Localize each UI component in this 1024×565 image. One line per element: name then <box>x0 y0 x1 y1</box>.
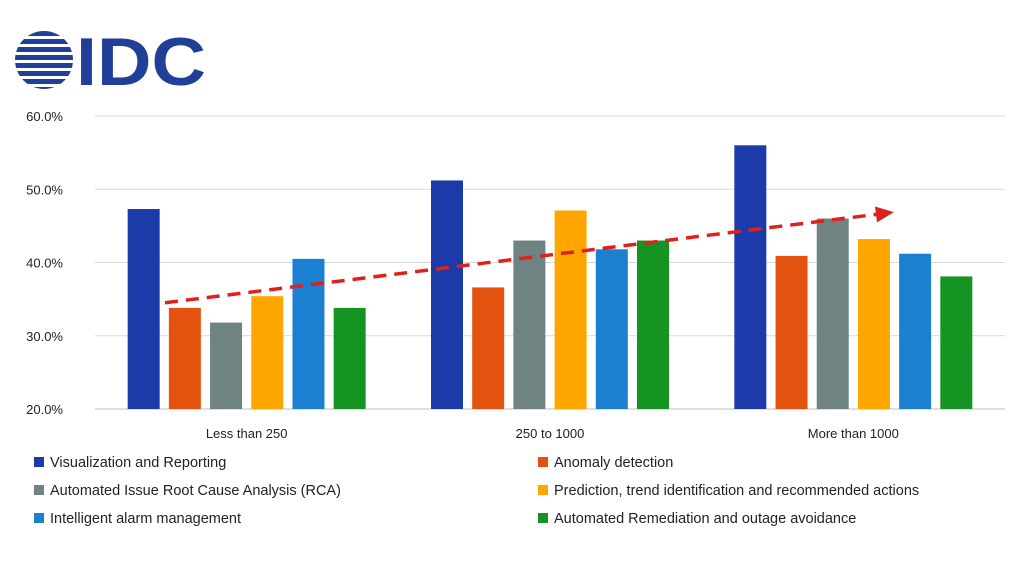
x-axis: Less than 250 250 to 1000 More than 1000 <box>206 426 899 441</box>
bar-6-2 <box>637 240 669 409</box>
bar-5-2 <box>595 249 628 409</box>
legend-swatch <box>538 513 548 523</box>
bar-2-2 <box>472 287 505 409</box>
idc-logo: IDC <box>15 26 206 96</box>
legend-label: Automated Issue Root Cause Analysis (RCA… <box>50 483 341 499</box>
bar-3-1 <box>210 322 243 409</box>
legend-label: Visualization and Reporting <box>50 455 226 471</box>
y-tick-label: 60.0% <box>26 109 63 124</box>
x-category-label: More than 1000 <box>808 426 899 441</box>
legend-label: Intelligent alarm management <box>50 511 241 527</box>
gridlines <box>95 115 1005 410</box>
trend-arrowhead <box>875 206 894 223</box>
legend-swatch <box>538 485 548 495</box>
legend-label: Anomaly detection <box>554 455 673 471</box>
legend: Visualization and Reporting Anomaly detec… <box>34 455 919 527</box>
bar-5-3 <box>899 253 932 409</box>
bar-1-1 <box>127 209 160 409</box>
y-tick-label: 40.0% <box>26 256 63 271</box>
bar-3-3 <box>816 218 849 409</box>
bar-6-3 <box>940 276 973 409</box>
bar-4-1 <box>251 296 284 409</box>
legend-label: Automated Remediation and outage avoidan… <box>554 511 856 527</box>
legend-swatch <box>34 513 44 523</box>
legend-swatch <box>538 457 548 467</box>
bar-5-1 <box>292 258 325 409</box>
y-tick-label: 50.0% <box>26 182 63 197</box>
y-axis: 20.0% 30.0% 40.0% 50.0% 60.0% <box>26 109 63 417</box>
bar-1-3 <box>734 145 767 410</box>
logo-wordmark: IDC <box>76 26 206 96</box>
trend-line <box>164 212 879 305</box>
bar-1-2 <box>431 180 463 409</box>
bar-4-2 <box>554 210 587 409</box>
bars <box>127 145 973 410</box>
x-category-label: Less than 250 <box>206 426 288 441</box>
y-tick-label: 20.0% <box>26 402 63 417</box>
legend-swatch <box>34 457 44 467</box>
x-category-label: 250 to 1000 <box>516 426 585 441</box>
bar-4-3 <box>857 239 890 409</box>
legend-label: Prediction, trend identification and rec… <box>554 483 919 499</box>
bar-6-1 <box>333 307 366 409</box>
bar-2-1 <box>168 307 201 409</box>
legend-swatch <box>34 485 44 495</box>
y-tick-label: 30.0% <box>26 329 63 344</box>
globe-icon <box>15 31 73 89</box>
trend-arrow <box>164 206 894 305</box>
bar-3-2 <box>513 240 546 409</box>
bar-2-3 <box>775 255 808 409</box>
